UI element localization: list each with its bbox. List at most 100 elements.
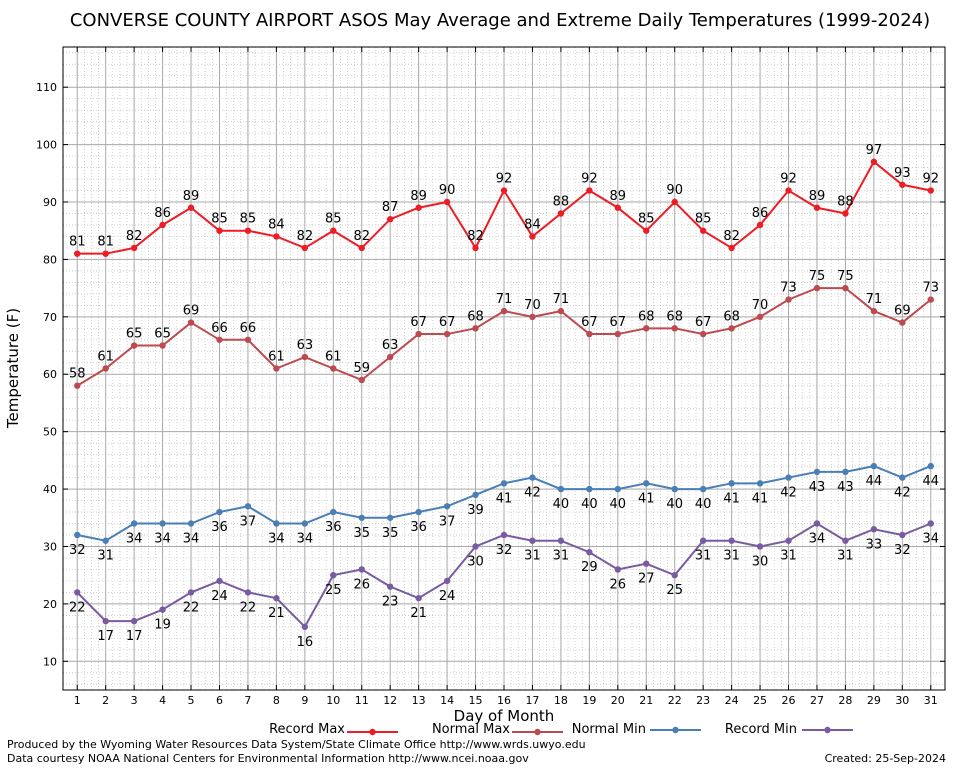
data-point-normal-min [187,520,195,527]
data-point-normal-min [244,503,252,510]
x-tick-label: 12 [383,694,397,707]
data-label-normal-max: 61 [325,350,342,365]
data-label-record-min: 30 [752,554,769,569]
data-label-normal-max: 73 [923,281,940,296]
data-label-normal-max: 63 [297,338,314,353]
data-point-normal-max [187,319,195,326]
data-point-record-max [671,198,678,206]
x-tick-label: 31 [924,694,938,707]
data-point-record-max [500,187,508,194]
x-tick-label: 8 [273,694,280,707]
data-label-normal-min: 40 [553,497,570,512]
data-label-record-min: 24 [439,589,456,604]
data-point-normal-max [500,307,508,315]
data-label-record-max: 82 [126,229,143,244]
data-point-normal-max [74,382,81,389]
data-label-record-max: 97 [866,143,883,158]
data-label-record-max: 88 [837,194,854,209]
y-tick-label: 110 [36,81,57,94]
x-tick-label: 20 [611,694,625,707]
data-label-normal-max: 69 [183,304,200,319]
data-point-record-min [472,543,479,550]
data-label-normal-max: 68 [723,309,740,324]
data-point-normal-min [415,508,422,516]
data-label-normal-max: 67 [581,315,598,330]
y-tick-label: 30 [43,540,57,553]
data-point-normal-min [330,508,337,516]
x-tick-label: 11 [355,694,369,707]
data-point-record-max [842,210,849,217]
data-point-normal-min [273,520,280,527]
data-label-normal-max: 68 [638,309,655,324]
data-label-record-min: 25 [325,583,342,598]
y-tick-label: 90 [43,196,57,209]
data-point-record-max [330,227,337,234]
x-tick-label: 3 [131,694,138,707]
data-point-normal-min [699,485,707,493]
data-point-record-min [500,531,508,539]
data-point-record-max [102,250,109,257]
data-label-normal-max: 70 [524,298,541,313]
data-label-record-max: 84 [524,217,541,232]
data-label-record-max: 90 [666,183,683,198]
data-label-record-max: 86 [154,206,171,221]
data-label-record-min: 32 [496,543,513,558]
data-label-normal-max: 66 [240,321,257,336]
x-tick-label: 16 [497,694,511,707]
data-label-normal-max: 67 [439,315,456,330]
legend-label-normal-max: Normal Max [432,722,510,737]
data-label-record-max: 90 [439,183,456,198]
data-label-normal-max: 65 [126,327,143,342]
data-point-normal-min [671,485,678,493]
data-label-record-min: 34 [809,532,826,547]
data-point-normal-min [529,474,536,481]
data-point-record-max [870,158,878,166]
data-point-record-min [130,617,138,625]
y-tick-label: 20 [43,598,57,611]
x-tick-label: 28 [838,694,852,707]
data-point-normal-max [643,325,650,332]
data-point-record-max [785,187,792,194]
data-point-record-max [557,210,565,217]
data-label-normal-max: 67 [610,315,627,330]
data-label-record-max: 89 [183,189,200,204]
data-point-normal-max [728,325,735,332]
data-label-normal-max: 73 [780,281,797,296]
data-label-normal-min: 34 [126,532,143,547]
credit-line-1: Produced by the Wyoming Water Resources … [7,738,586,751]
data-label-normal-min: 44 [866,474,883,489]
data-label-record-max: 92 [496,172,513,187]
data-point-record-min [756,543,764,550]
data-point-record-max [386,216,394,223]
y-axis-label: Temperature (F) [4,308,22,429]
data-label-normal-min: 40 [695,497,712,512]
data-point-normal-max [358,376,365,384]
data-label-normal-max: 68 [666,309,683,324]
data-label-record-max: 92 [780,172,797,187]
data-point-normal-max [472,325,479,332]
data-label-record-min: 31 [780,549,797,564]
data-label-record-min: 24 [211,589,228,604]
data-point-normal-min [614,485,622,493]
data-point-normal-max [671,325,678,332]
data-point-normal-min [216,508,223,516]
data-label-normal-min: 43 [837,480,854,495]
data-point-normal-max [927,296,934,303]
data-point-normal-min [500,480,508,487]
data-label-normal-min: 34 [297,532,314,547]
data-label-record-min: 31 [524,549,541,564]
data-point-record-max [415,204,422,211]
data-point-record-min [529,537,536,544]
data-label-normal-max: 75 [837,269,854,284]
data-point-record-min [785,537,792,544]
data-point-normal-max [130,342,138,349]
data-label-record-min: 21 [410,606,427,621]
data-point-normal-min [756,480,764,487]
data-point-normal-max [102,365,109,372]
data-point-record-max [643,227,650,234]
data-point-record-max [216,227,223,234]
data-label-record-min: 33 [866,537,883,552]
data-point-record-min [244,589,252,596]
data-label-normal-max: 61 [97,350,114,365]
